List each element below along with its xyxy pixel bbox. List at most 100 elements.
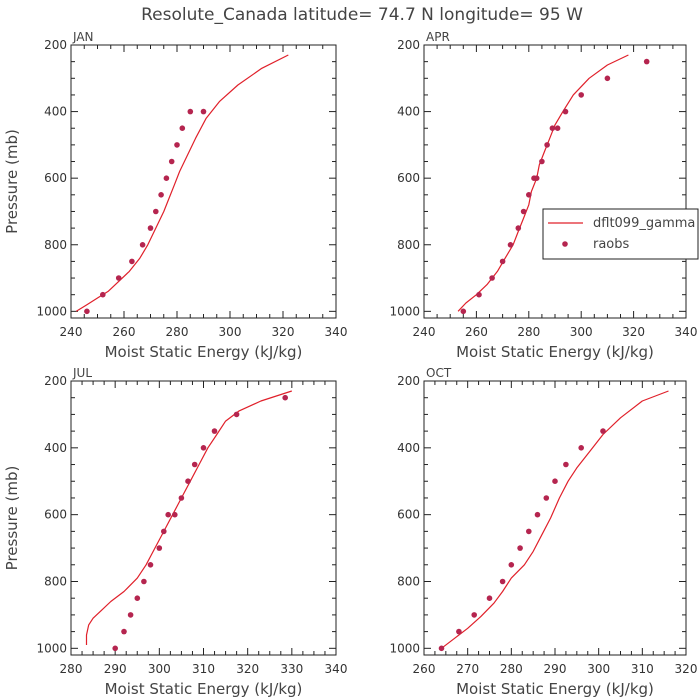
x-tick-label: 270: [456, 662, 479, 676]
figure-title: Resolute_Canada latitude= 74.7 N longitu…: [141, 5, 583, 25]
x-tick-label: 260: [465, 325, 488, 339]
series-line-dflt099_gamma: [441, 390, 669, 649]
panel-title: JUL: [72, 366, 92, 380]
data-point-raobs: [600, 428, 606, 434]
legend-box: [542, 208, 699, 260]
y-tick-label: 200: [397, 38, 420, 52]
y-tick-label: 600: [397, 508, 420, 522]
x-tick-label: 320: [675, 662, 698, 676]
series-line-dflt099_gamma: [85, 390, 292, 645]
x-tick-label: 310: [192, 662, 215, 676]
y-tick-label: 200: [44, 38, 67, 52]
data-point-raobs: [147, 562, 154, 568]
panel-title: JAN: [72, 30, 94, 44]
legend-label: dflt099_gamma: [593, 216, 695, 231]
data-point-raobs: [168, 158, 175, 165]
x-axis-label: Moist Static Energy (kJ/kg): [456, 680, 654, 698]
data-point-raobs: [161, 528, 167, 535]
data-point-raobs: [520, 208, 527, 215]
data-point-raobs: [174, 142, 180, 148]
series-line-dflt099_gamma: [75, 54, 289, 312]
x-tick-label: 320: [622, 325, 645, 339]
data-point-raobs: [178, 495, 185, 501]
panel-jan: 240 260 280 300 320 340 200 400 600 800 1000 JAN Moi…: [3, 30, 347, 361]
x-axis-label: Moist Static Energy (kJ/kg): [105, 343, 303, 361]
plot-frame: [70, 44, 337, 319]
data-point-raobs: [534, 511, 541, 518]
data-point-raobs: [187, 108, 194, 115]
y-tick-label: 800: [44, 574, 67, 588]
y-axis-label: Pressure (mb): [3, 129, 21, 234]
data-point-raobs: [554, 125, 561, 131]
data-point-raobs: [179, 125, 186, 131]
data-point-raobs: [486, 595, 493, 601]
panel-apr: 240 260 280 300 320 340 200 400 600 800 1000 APR Moi…: [389, 30, 699, 361]
panels: 240 260 280 300 320 340 200 400 600 800 1000 JAN Moi…: [3, 30, 699, 698]
data-point-raobs: [563, 461, 569, 468]
data-point-raobs: [539, 158, 545, 165]
data-point-raobs: [147, 225, 154, 231]
data-point-raobs: [526, 528, 532, 535]
y-tick-label: 600: [397, 171, 420, 185]
x-tick-label: 300: [587, 662, 610, 676]
x-tick-label: 320: [236, 662, 259, 676]
data-point-raobs: [191, 461, 198, 468]
y-tick-label: 1000: [389, 641, 420, 655]
y-tick-label: 800: [397, 574, 420, 588]
data-point-raobs: [578, 92, 584, 98]
x-tick-label: 280: [500, 662, 523, 676]
data-point-raobs: [515, 225, 522, 231]
y-tick-label: 600: [44, 171, 67, 185]
data-point-raobs: [200, 445, 207, 451]
data-point-raobs: [112, 645, 118, 652]
x-tick-label: 340: [675, 325, 698, 339]
data-point-raobs: [549, 125, 556, 131]
x-tick-label: 290: [544, 662, 567, 676]
data-point-raobs: [127, 612, 134, 618]
data-point-raobs: [141, 578, 147, 585]
y-tick-label: 200: [397, 374, 420, 388]
x-tick-label: 280: [60, 662, 83, 676]
data-point-raobs: [578, 445, 584, 451]
data-point-raobs: [139, 242, 146, 248]
data-point-raobs: [471, 612, 478, 618]
x-tick-label: 240: [413, 325, 436, 339]
x-axis-label: Moist Static Energy (kJ/kg): [456, 343, 654, 361]
y-tick-label: 400: [397, 441, 420, 455]
data-point-raobs: [507, 242, 514, 248]
data-point-raobs: [115, 275, 122, 281]
panel-title: OCT: [426, 366, 452, 380]
data-point-raobs: [552, 478, 558, 485]
data-point-raobs: [100, 291, 106, 298]
x-tick-label: 300: [219, 325, 242, 339]
data-point-raobs: [499, 258, 506, 265]
data-point-raobs: [544, 142, 550, 148]
x-axis-label: Moist Static Energy (kJ/kg): [105, 680, 303, 698]
data-point-raobs: [604, 75, 611, 82]
data-point-raobs: [84, 308, 90, 315]
y-tick-label: 1000: [36, 641, 67, 655]
data-point-raobs: [172, 511, 178, 518]
data-point-raobs: [200, 108, 207, 115]
data-point-raobs: [165, 511, 171, 518]
y-tick-label: 1000: [36, 304, 67, 318]
y-axis-label: Pressure (mb): [3, 466, 21, 571]
y-tick-label: 400: [397, 105, 420, 119]
x-tick-label: 330: [280, 662, 303, 676]
data-point-raobs: [499, 578, 506, 585]
data-point-raobs: [562, 108, 569, 115]
y-tick-label: 400: [44, 441, 67, 455]
y-tick-label: 800: [397, 238, 420, 252]
data-point-raobs: [163, 175, 170, 181]
x-tick-label: 310: [631, 662, 654, 676]
data-point-raobs: [282, 394, 289, 401]
data-point-raobs: [211, 428, 218, 434]
data-point-raobs: [643, 58, 650, 65]
x-tick-label: 290: [104, 662, 127, 676]
data-point-raobs: [489, 275, 495, 281]
x-tick-label: 280: [166, 325, 189, 339]
data-point-raobs: [158, 192, 164, 198]
data-point-raobs: [533, 175, 540, 181]
panel-title: APR: [426, 30, 450, 44]
